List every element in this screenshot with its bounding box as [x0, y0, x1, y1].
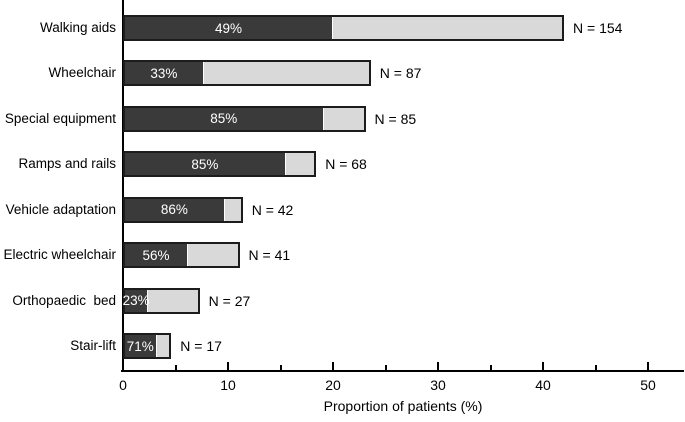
category-label: Orthopaedic bed	[12, 292, 116, 308]
stacked-bar: 85%	[123, 105, 366, 132]
bar-percentage-label: 86%	[160, 202, 188, 218]
stacked-bar: 86%	[123, 196, 243, 223]
x-axis-minor-tick	[594, 365, 597, 370]
x-axis-tick-label: 0	[119, 377, 127, 393]
bar-dark-segment: 71%	[125, 335, 157, 358]
x-axis-tick-label: 50	[640, 377, 656, 393]
x-axis-major-tick	[332, 362, 334, 370]
x-axis-title: Proportion of patients (%)	[323, 398, 483, 414]
category-label: Special equipment	[4, 110, 116, 126]
category-label: Walking aids	[39, 20, 116, 35]
bar-dark-segment: 49%	[125, 17, 333, 39]
bar-n-label: N = 68	[325, 156, 367, 173]
x-axis-major-tick	[437, 362, 439, 370]
x-axis-tick-label: 20	[325, 377, 341, 393]
x-axis-tick-label: 40	[535, 377, 551, 393]
category-label: Electric wheelchair	[3, 247, 116, 263]
bar-percentage-label: 33%	[150, 65, 178, 81]
x-axis-tick-label: 30	[430, 377, 446, 393]
bar-n-label: N = 17	[180, 338, 222, 355]
x-axis-minor-tick	[384, 365, 387, 370]
x-axis-tick-label: 10	[220, 377, 236, 393]
category-label: Wheelchair	[48, 65, 116, 81]
stacked-bar: 23%	[122, 287, 200, 314]
x-axis-minor-tick	[174, 365, 177, 370]
bar-n-label: N = 85	[374, 110, 417, 127]
bar-dark-segment: 56%	[125, 244, 189, 267]
bar-percentage-label: 85%	[191, 156, 219, 172]
stacked-bar: 71%	[123, 333, 172, 360]
x-axis-minor-tick	[489, 365, 492, 370]
bar-n-label: N = 41	[248, 247, 291, 264]
category-label: Ramps and rails	[18, 156, 116, 172]
bar-n-label: N = 42	[251, 201, 294, 218]
category-label: Vehicle adaptation	[5, 201, 116, 217]
bar-percentage-label: 56%	[142, 247, 170, 263]
bar-percentage-label: 71%	[126, 338, 154, 354]
bar-dark-segment: 86%	[125, 198, 225, 221]
stacked-bar: 85%	[123, 151, 317, 178]
x-axis-major-tick	[227, 362, 229, 370]
bar-dark-segment: 33%	[125, 62, 204, 85]
bar-percentage-label: 85%	[210, 111, 238, 127]
x-axis-major-tick	[122, 362, 124, 370]
bar-n-label: N = 154	[573, 20, 623, 36]
category-label: Stair-lift	[70, 338, 116, 354]
stacked-bar: 49%	[123, 15, 564, 41]
y-axis-line	[122, 0, 124, 372]
bar-percentage-label: 49%	[214, 20, 243, 36]
bar-dark-segment: 85%	[125, 153, 286, 176]
stacked-bar: 56%	[123, 242, 240, 269]
x-axis-major-tick	[542, 362, 544, 370]
bar-percentage-label: 23%	[122, 293, 150, 309]
x-axis-minor-tick	[279, 365, 282, 370]
bar-n-label: N = 27	[208, 292, 251, 309]
x-axis-major-tick	[647, 362, 649, 370]
bar-dark-segment: 23%	[122, 289, 150, 312]
x-axis-line	[121, 370, 684, 372]
stacked-bar: 33%	[123, 60, 371, 87]
bar-dark-segment: 85%	[125, 107, 324, 130]
bar-n-label: N = 87	[379, 65, 422, 82]
